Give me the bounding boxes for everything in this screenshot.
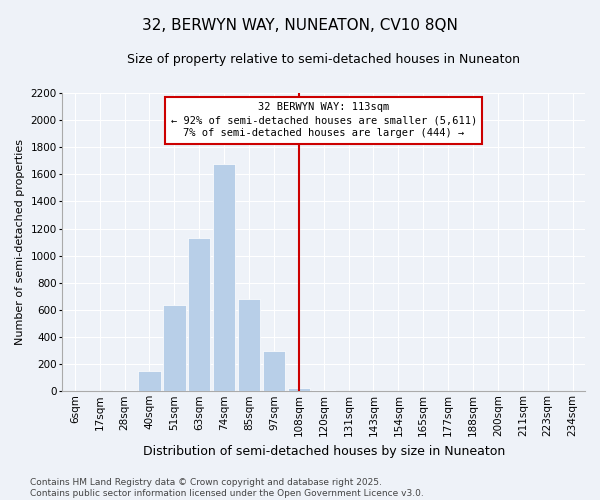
- Bar: [163, 304, 185, 392]
- Bar: [263, 350, 285, 392]
- X-axis label: Distribution of semi-detached houses by size in Nuneaton: Distribution of semi-detached houses by …: [143, 444, 505, 458]
- Text: Contains HM Land Registry data © Crown copyright and database right 2025.
Contai: Contains HM Land Registry data © Crown c…: [30, 478, 424, 498]
- Bar: [113, 390, 136, 392]
- Title: Size of property relative to semi-detached houses in Nuneaton: Size of property relative to semi-detach…: [127, 52, 520, 66]
- Bar: [287, 388, 310, 392]
- Text: 32, BERWYN WAY, NUNEATON, CV10 8QN: 32, BERWYN WAY, NUNEATON, CV10 8QN: [142, 18, 458, 32]
- Text: 32 BERWYN WAY: 113sqm
← 92% of semi-detached houses are smaller (5,611)
7% of se: 32 BERWYN WAY: 113sqm ← 92% of semi-deta…: [170, 102, 477, 139]
- Bar: [88, 390, 111, 392]
- Bar: [238, 299, 260, 392]
- Bar: [188, 238, 211, 392]
- Bar: [138, 371, 161, 392]
- Y-axis label: Number of semi-detached properties: Number of semi-detached properties: [15, 139, 25, 345]
- Bar: [313, 390, 335, 392]
- Bar: [213, 164, 235, 392]
